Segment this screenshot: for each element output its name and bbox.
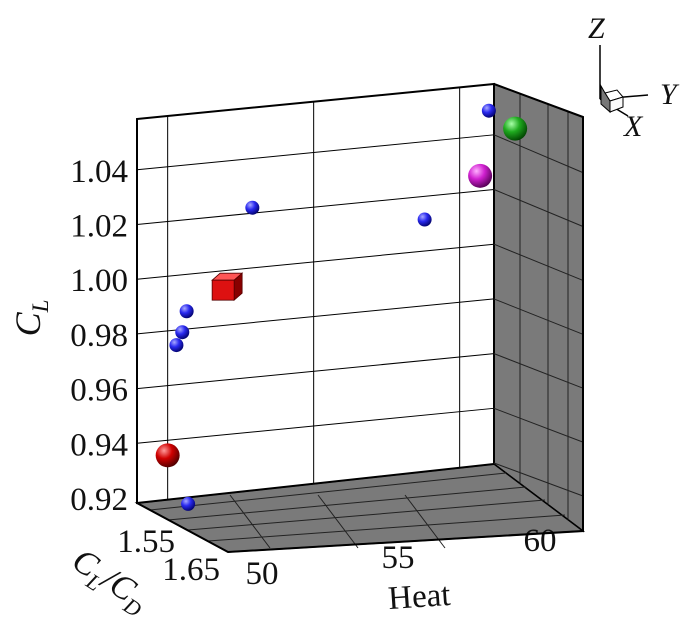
grid-line-z: [136, 243, 495, 280]
svg-text:CL: CL: [8, 300, 53, 337]
z-tick-label: 0.96: [70, 373, 128, 409]
data-point-sphere: [169, 338, 184, 353]
data-point-sphere: [481, 103, 496, 118]
data-point-sphere: [155, 443, 180, 468]
z-tick-label: 1.04: [70, 154, 128, 190]
floor-grid-line: [317, 494, 359, 549]
z-tick-label: 0.94: [70, 427, 128, 463]
x-tick-label: 50: [246, 556, 279, 592]
grid-line-z: [136, 353, 495, 390]
grid-line-z: [136, 407, 495, 444]
data-point-sphere: [175, 325, 190, 340]
data-point-sphere: [503, 116, 528, 141]
data-point-sphere: [245, 200, 260, 215]
z-tick-label: 1.02: [70, 209, 128, 245]
data-points: [155, 103, 528, 511]
data-point-sphere: [181, 496, 196, 511]
right-wall: [493, 82, 584, 533]
y-tick-label: 1.65: [162, 552, 220, 588]
x-axis-title: Heat: [387, 577, 452, 617]
data-point-sphere: [417, 212, 432, 227]
y-tick-label: 1.55: [117, 524, 175, 560]
triad-y-label: Y: [660, 78, 680, 111]
z-tick-label: 1.00: [70, 263, 128, 299]
floor-grid-line: [167, 486, 527, 521]
frame-edge: [136, 83, 584, 554]
grid-lines: [136, 87, 584, 549]
floor-grid-line: [149, 472, 507, 511]
data-point-sphere: [179, 304, 194, 319]
grid-line-z: [136, 134, 495, 171]
data-point-sphere: [468, 163, 493, 188]
back-wall: [136, 82, 495, 505]
triad-x-label: X: [623, 110, 644, 143]
floor-grid-line: [229, 494, 271, 549]
grid-line-z: [136, 298, 495, 335]
grid-line-z: [136, 189, 495, 225]
x-tick-label: 60: [524, 523, 557, 559]
tick-labels: 0.92 0.94 0.96 0.98 1.00 1.02 1.04 50 55 60 1.551.…: [70, 154, 556, 592]
floor-grid-line: [207, 514, 566, 542]
triad-cube-side: [600, 84, 611, 114]
z-tick-label: 0.98: [70, 318, 128, 354]
floor-grid-line: [187, 499, 546, 531]
z-axis-title-sub: L: [28, 300, 53, 314]
data-point-cube: [211, 272, 244, 302]
z-tick-label: 0.92: [70, 482, 128, 518]
triad-z-label: Z: [588, 12, 605, 45]
triad-cube-face: [609, 96, 624, 113]
z-axis-title: CL: [8, 300, 53, 337]
x-tick-label: 55: [382, 540, 415, 576]
orientation-triad: Z Y X: [588, 12, 680, 143]
z-axis-title-main: C: [8, 311, 48, 336]
